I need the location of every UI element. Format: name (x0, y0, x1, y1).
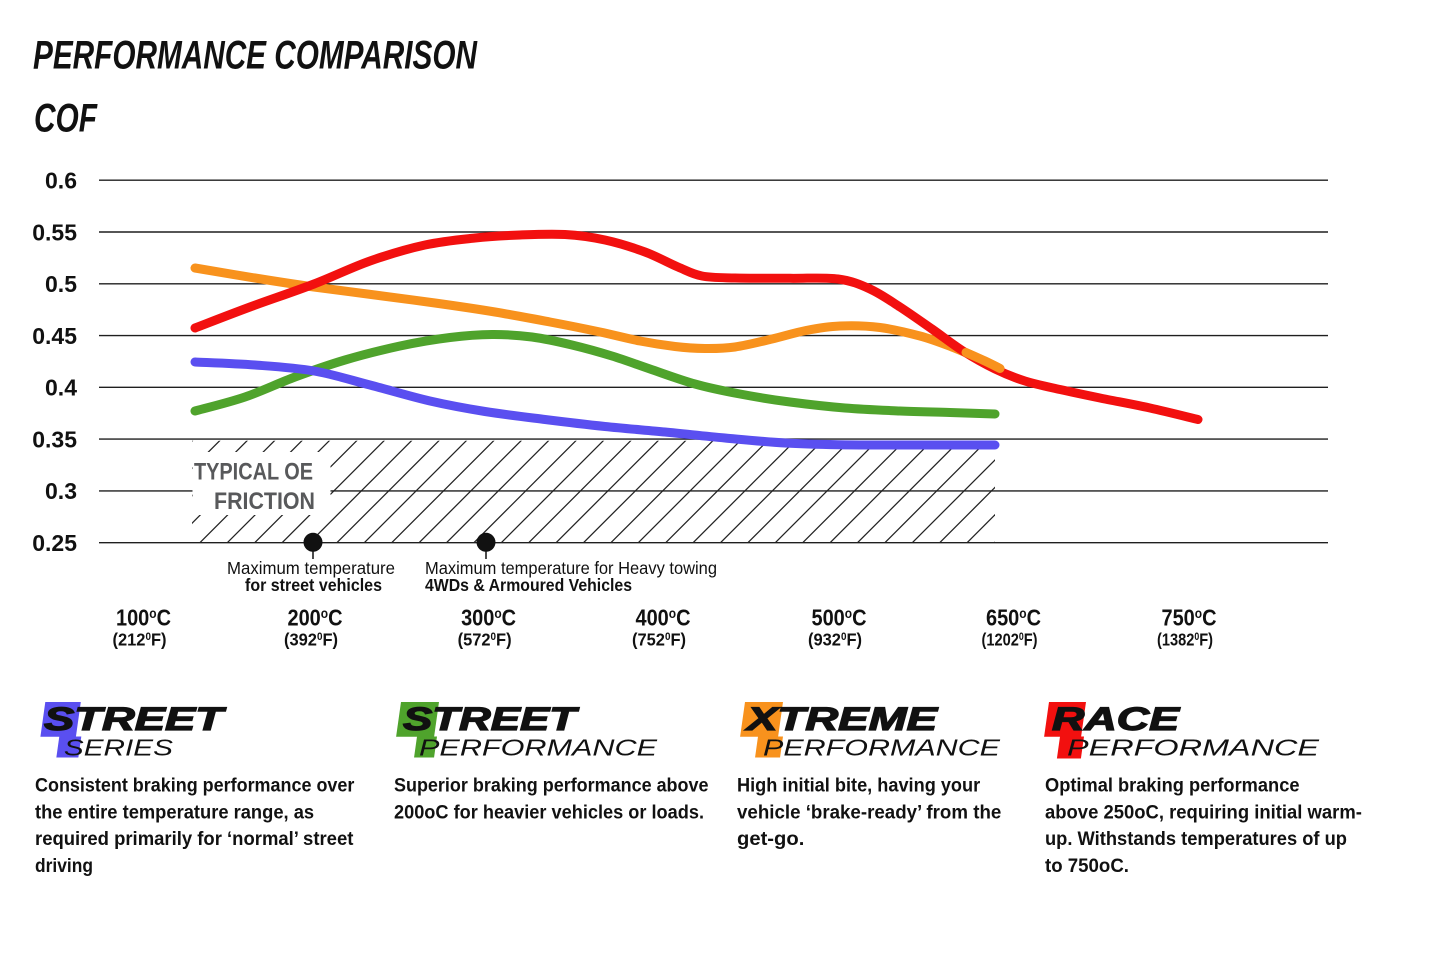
svg-text:(3920F): (3920F) (284, 629, 338, 649)
svg-text:0.3: 0.3 (45, 478, 77, 504)
svg-text:STREET: STREET (44, 701, 227, 737)
svg-text:0.5: 0.5 (45, 271, 77, 297)
svg-text:0.45: 0.45 (32, 323, 77, 349)
svg-text:0.4: 0.4 (45, 375, 77, 401)
svg-text:(9320F): (9320F) (808, 629, 862, 649)
svg-text:PERFORMANCE: PERFORMANCE (419, 734, 658, 760)
svg-text:(7520F): (7520F) (632, 629, 686, 649)
svg-text:(12020F): (12020F) (982, 629, 1038, 649)
svg-text:get-go.: get-go. (737, 828, 804, 850)
svg-text:200oC for heavier vehicles or: 200oC for heavier vehicles or loads. (394, 801, 704, 823)
svg-text:High initial bite, having your: High initial bite, having your (737, 775, 981, 797)
svg-text:4WDs & Armoured Vehicles: 4WDs & Armoured Vehicles (425, 575, 632, 595)
svg-text:Superior braking performance a: Superior braking performance above (394, 775, 709, 797)
svg-text:PERFORMANCE: PERFORMANCE (1067, 734, 1320, 760)
svg-text:400oC: 400oC (636, 604, 691, 630)
svg-text:STREET: STREET (403, 701, 580, 737)
svg-text:up. Withstands temperatures of: up. Withstands temperatures of up (1045, 828, 1347, 850)
svg-text:Optimal braking performance: Optimal braking performance (1045, 775, 1300, 797)
svg-text:TYPICAL OE: TYPICAL OE (194, 460, 313, 486)
svg-text:Maximum temperature for Heavy: Maximum temperature for Heavy towing (425, 558, 717, 578)
svg-text:Consistent braking performance: Consistent braking performance over (35, 775, 355, 797)
svg-text:SERIES: SERIES (64, 734, 174, 760)
svg-text:the entire temperature range,: the entire temperature range, as (35, 801, 314, 823)
svg-text:above 250oC, requiring initial: above 250oC, requiring initial warm- (1045, 801, 1362, 823)
svg-text:Maximum temperature: Maximum temperature (227, 558, 395, 578)
svg-text:100oC: 100oC (116, 604, 171, 630)
svg-text:200oC: 200oC (288, 604, 343, 630)
svg-text:(13820F): (13820F) (1157, 629, 1213, 649)
svg-text:driving: driving (35, 855, 93, 877)
svg-text:for street vehicles: for street vehicles (245, 575, 382, 595)
svg-text:to 750oC.: to 750oC. (1045, 855, 1129, 877)
svg-text:0.25: 0.25 (32, 530, 77, 556)
svg-text:0.35: 0.35 (32, 426, 77, 452)
svg-text:(5720F): (5720F) (458, 629, 512, 649)
svg-text:vehicle ‘brake-ready’ from the: vehicle ‘brake-ready’ from the (737, 801, 1001, 823)
svg-text:300oC: 300oC (461, 604, 516, 630)
svg-text:750oC: 750oC (1162, 604, 1217, 630)
svg-text:FRICTION: FRICTION (214, 489, 315, 515)
svg-text:500oC: 500oC (812, 604, 867, 630)
svg-text:COF: COF (34, 96, 98, 140)
svg-text:PERFORMANCE: PERFORMANCE (763, 734, 1001, 760)
svg-text:PERFORMANCE COMPARISON: PERFORMANCE COMPARISON (33, 33, 478, 77)
svg-text:RACE: RACE (1052, 701, 1181, 737)
svg-text:0.6: 0.6 (45, 168, 77, 194)
svg-text:XTREME: XTREME (744, 701, 939, 737)
svg-text:required primarily for ‘normal: required primarily for ‘normal’ street (35, 828, 354, 850)
svg-text:650oC: 650oC (986, 604, 1041, 630)
svg-text:0.55: 0.55 (32, 219, 77, 245)
svg-text:(2120F): (2120F) (113, 629, 167, 649)
